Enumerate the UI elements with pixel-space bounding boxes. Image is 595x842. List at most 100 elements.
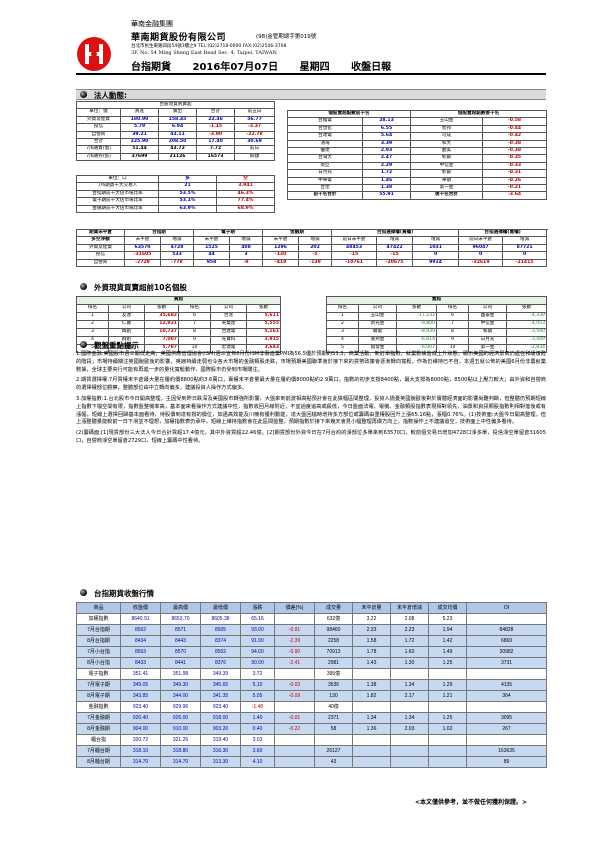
topten-section-title: 外資現貨買賣超前10名個股: [94, 283, 187, 292]
observation-paragraph: 3.加權指數:1.台北股市今日開高整理，主因受到昨日跌深及美國股市轉強所影響，大…: [76, 395, 546, 426]
futures-cell: 3.60: [240, 745, 275, 757]
company-name: 華南期貨股份有限公司: [131, 33, 227, 43]
futures-cell: 4.10: [240, 756, 275, 768]
futures-cell: 8月台指期: [76, 635, 121, 647]
futures-cell: 8605.38: [200, 613, 241, 625]
buy-stock: 台達電: [210, 328, 247, 337]
foreign-sell-table: 賣超 排名 公司 張數 排名 公司 張數 1 玉山金 -17,232 6 國泰金 -4,339 2 新光…: [325, 296, 548, 353]
spot-header-cell: 賣出: [158, 108, 197, 117]
futures-cell: 65.16: [240, 613, 275, 625]
buy-row: 1 友達 35,682 6 台泥 5,611: [76, 312, 282, 321]
points-sell-stock: 華碩: [410, 176, 484, 186]
futures-row: 櫃台指 320.72 321.26 319.40 3.03: [76, 734, 547, 746]
points-sell-stock: 彰銀: [410, 154, 484, 163]
points-buy-value: 6.55: [361, 124, 412, 134]
spot-cell: 自營商: [76, 130, 121, 140]
futures-cell: 1.82: [352, 690, 391, 702]
futures-cell: 2371: [314, 712, 353, 724]
observation-section-title: 觀盤重點提示: [94, 341, 139, 350]
futures-cell: 8571: [160, 624, 201, 636]
futures-row: 7月電子期 349.05 349.30 345.65 5.10 -0.03 3536 1.38…: [76, 679, 547, 691]
oi-short: 68.9%: [216, 204, 275, 214]
points-buy-value: 2.93: [361, 147, 412, 156]
points-row: 南亞 2.29 中信金 -0.33: [287, 161, 548, 171]
futures-cell: 0.40: [240, 723, 275, 735]
futures-cell: 1.34: [390, 679, 429, 691]
futures-cell: 341.35: [200, 690, 241, 702]
futures-cell: 5.23: [428, 613, 467, 625]
bullet-icon: [80, 341, 87, 348]
license-number: (98)金管期總字第019號: [256, 34, 317, 40]
spot-cell: 合計: [76, 138, 121, 147]
futures-cell: 320.72: [120, 734, 161, 746]
futures-cell: 8640.91: [120, 613, 161, 625]
points-sell-value: -0.35: [482, 154, 548, 163]
buy-header-cell: 張數: [245, 304, 282, 313]
futures-cell: 2.33: [352, 624, 391, 636]
futures-cell: 2.23: [390, 624, 429, 636]
futoi-cell: -419: [262, 258, 300, 268]
oi-row: 電子期前十大佔市場比率 53.1% 77.4%: [76, 197, 275, 206]
oi-label: 台指期前十大佔市場比率: [76, 189, 159, 199]
futures-header-cell: 漲跌: [240, 602, 275, 614]
sell-header-cell: 公司: [358, 304, 397, 313]
futoi-sub-cell: 增減: [412, 236, 460, 245]
futoi-sub-cell: 增減: [159, 236, 195, 245]
futures-cell: -2.39: [274, 635, 315, 647]
spot-cell: 180.90: [120, 115, 159, 125]
oi-header-cell: 多: [158, 174, 217, 184]
futoi-sub-row: 多空淨額未平倉增減未平倉增減未平倉增減前日未平倉增減增減前日未平倉增減增減: [76, 236, 548, 245]
futures-cell: 8月櫃台期: [76, 756, 121, 768]
points-sell-stock: 和大: [410, 139, 484, 149]
futoi-group-cell: 金融期: [262, 228, 333, 238]
futoi-sub-cell: 增減: [376, 236, 414, 245]
futures-cell: 1.38: [352, 679, 391, 691]
buy-rank: 7: [178, 320, 211, 329]
futoi-cell: 48453: [331, 243, 378, 253]
points-buy-value: 2.29: [361, 161, 412, 171]
points-buy-value: 5.64: [361, 132, 412, 141]
futures-cell: 632億: [314, 613, 353, 625]
futures-cell: 7月小台指: [76, 646, 121, 658]
futoi-cell: 0: [502, 251, 548, 260]
points-sell-value: -0.38: [482, 147, 548, 156]
futures-cell: 8570: [160, 646, 201, 658]
futoi-cell: -32619: [458, 258, 504, 268]
futures-cell: 349.05: [120, 679, 161, 691]
sell-stock: 日月光: [468, 336, 507, 345]
futures-row: 7月金融期 920.40 926.00 918.00 1.40 -0.01 2371 1.34…: [76, 712, 547, 724]
buy-shares: 12,921: [144, 320, 179, 329]
futoi-cell: -21415: [502, 258, 548, 268]
futoi-cell: 408: [229, 243, 264, 253]
futures-cell: 314.70: [160, 756, 201, 768]
futoi-cell: 47422: [376, 243, 414, 253]
futures-row: 電子指數 351.41 351.98 349.39 3.72 395億: [76, 668, 547, 680]
spot-cell: 5.79: [120, 123, 159, 132]
points-row: 台達電 5.64 可成 -0.42: [287, 132, 548, 141]
spot-row: 合計 225.90 208.50 17.40 30.69: [76, 138, 276, 147]
futures-cell: [428, 745, 467, 757]
buy-header-cell: 公司: [210, 304, 247, 313]
points-buy-stock: 台積電: [287, 117, 363, 126]
futures-cell: 1.94: [428, 624, 467, 636]
points-buy-stock: 台達電: [287, 132, 363, 141]
futures-cell: -0.01: [274, 712, 315, 724]
futoi-cell: 投信: [76, 251, 125, 260]
futoi-cell: 87721: [502, 243, 548, 253]
report-date: 2016年07月07日: [192, 62, 279, 73]
oi-label: 金融期前十大佔市場比率: [76, 204, 159, 214]
futures-cell: 1.34: [390, 712, 429, 724]
futoi-cell: -10761: [331, 258, 378, 268]
futures-cell: 3731: [466, 657, 547, 669]
spot-cell: 外資及陸資: [76, 115, 121, 125]
futures-cell: 3.03: [240, 734, 275, 746]
futoi-cell: 4728: [159, 243, 195, 253]
futures-cell: 70913: [314, 646, 353, 658]
futures-cell: 316.30: [200, 745, 241, 757]
futures-cell: 904.00: [120, 723, 161, 735]
sell-label: 賣超: [325, 296, 548, 305]
disclaimer: <本文僅供參考，並不做任何獲利保證。>: [415, 799, 528, 806]
futoi-group-cell: 台指期: [123, 228, 195, 238]
observation-paragraph: 2.期貨選擇權:7月買權未平倉最大量在履約價8800點約3.6萬口，賣權未平倉量…: [76, 377, 546, 392]
